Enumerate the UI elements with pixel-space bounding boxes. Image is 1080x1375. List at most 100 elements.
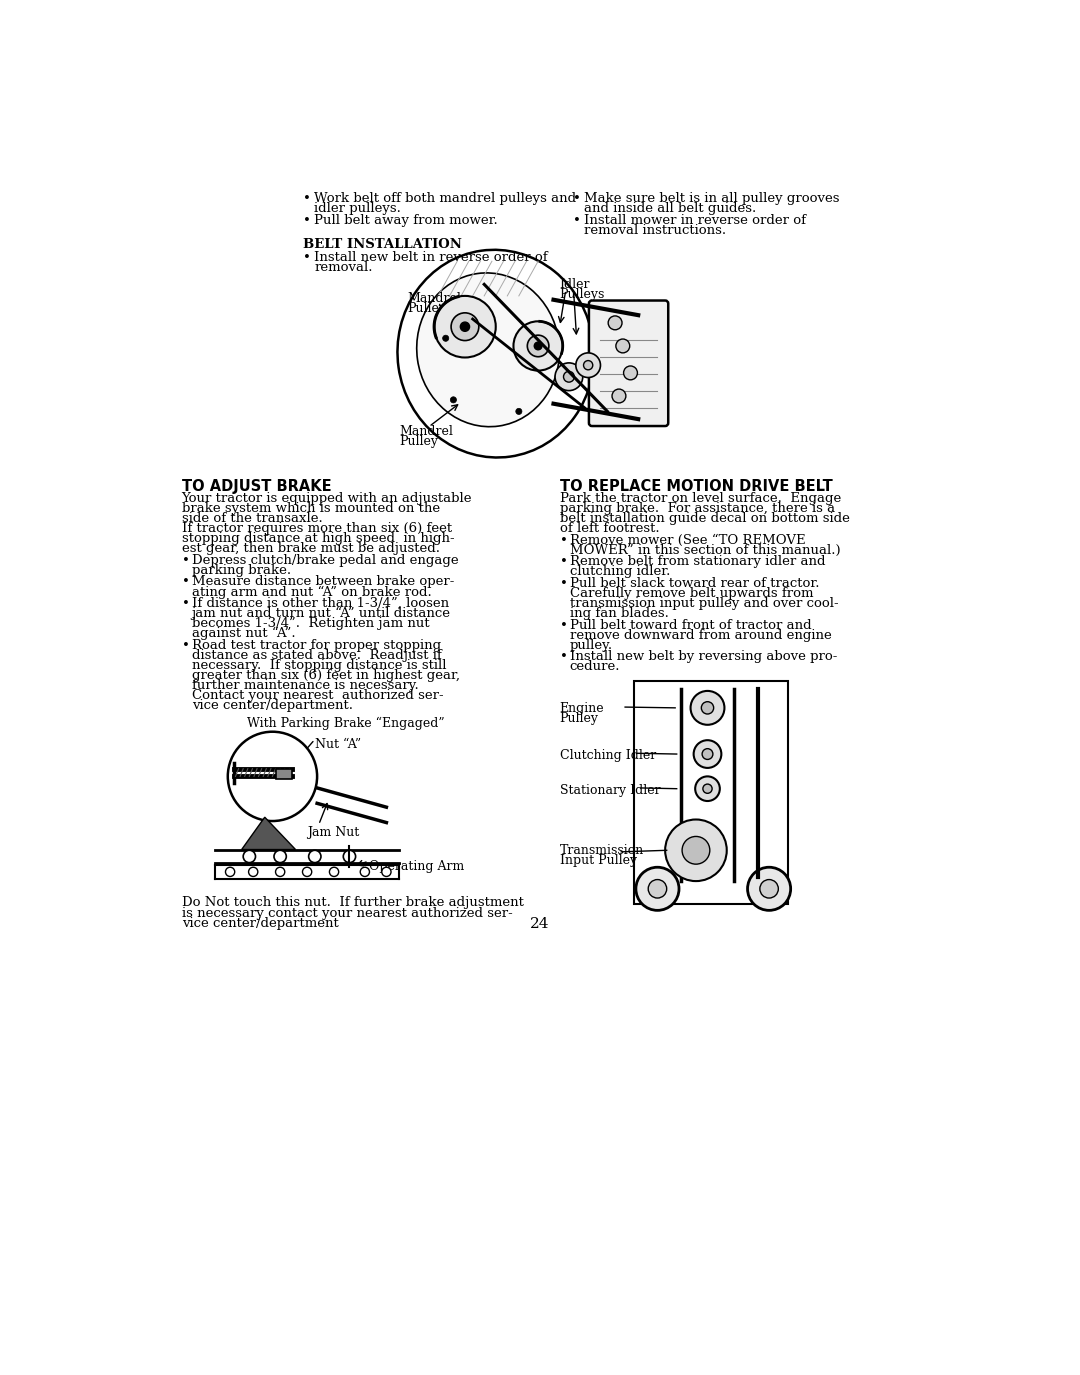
Text: With Parking Brake “Engaged”: With Parking Brake “Engaged” — [247, 716, 445, 730]
Circle shape — [228, 732, 318, 821]
Text: •: • — [303, 193, 311, 205]
Text: Road test tractor for proper stopping: Road test tractor for proper stopping — [191, 638, 441, 652]
Text: side of the transaxle.: side of the transaxle. — [181, 513, 322, 525]
Text: cedure.: cedure. — [569, 660, 620, 674]
Text: Remove belt from stationary idler and: Remove belt from stationary idler and — [569, 556, 825, 568]
Text: Carefully remove belt upwards from: Carefully remove belt upwards from — [569, 587, 813, 600]
Text: •: • — [572, 214, 581, 227]
Text: If tractor requires more than six (6) feet: If tractor requires more than six (6) fe… — [181, 522, 451, 535]
Text: vice center/department: vice center/department — [181, 917, 338, 931]
Text: idler pulleys.: idler pulleys. — [314, 202, 401, 214]
Text: Pulleys: Pulleys — [559, 289, 605, 301]
Text: Idler: Idler — [559, 278, 590, 292]
Circle shape — [248, 868, 258, 876]
Text: •: • — [559, 534, 567, 547]
Text: Nut “A”: Nut “A” — [314, 738, 361, 751]
Circle shape — [443, 336, 449, 341]
Text: Install new belt in reverse order of: Install new belt in reverse order of — [314, 252, 548, 264]
Text: •: • — [181, 575, 189, 588]
Circle shape — [648, 880, 666, 898]
Text: ating arm and nut “A” on brake rod.: ating arm and nut “A” on brake rod. — [191, 586, 431, 598]
Text: •: • — [572, 193, 581, 205]
Circle shape — [309, 850, 321, 862]
Text: Remove mower (See “TO REMOVE: Remove mower (See “TO REMOVE — [569, 534, 806, 547]
Text: against nut “A”.: against nut “A”. — [191, 627, 295, 641]
Text: transmission input pulley and over cool-: transmission input pulley and over cool- — [569, 597, 838, 610]
Text: •: • — [559, 650, 567, 663]
Text: •: • — [303, 252, 311, 264]
Circle shape — [703, 784, 712, 793]
Text: becomes 1-3/4”.  Retighten jam nut: becomes 1-3/4”. Retighten jam nut — [191, 617, 429, 630]
Text: Transmission: Transmission — [559, 844, 644, 857]
Text: Clutching Idler: Clutching Idler — [559, 749, 656, 762]
Text: ing fan blades.: ing fan blades. — [569, 606, 669, 620]
Text: Work belt off both mandrel pulleys and: Work belt off both mandrel pulleys and — [314, 193, 576, 205]
Circle shape — [226, 868, 234, 876]
Circle shape — [683, 836, 710, 864]
Text: jam nut and turn nut “A” until distance: jam nut and turn nut “A” until distance — [191, 606, 450, 620]
Circle shape — [616, 340, 630, 353]
Text: Pulley: Pulley — [407, 302, 446, 315]
Text: Do Not touch this nut.  If further brake adjustment: Do Not touch this nut. If further brake … — [181, 895, 524, 909]
Text: clutching idler.: clutching idler. — [569, 565, 670, 579]
Text: •: • — [559, 556, 567, 568]
Text: 24: 24 — [530, 917, 550, 931]
Circle shape — [516, 408, 522, 414]
Circle shape — [564, 371, 575, 382]
Text: remove downward from around engine: remove downward from around engine — [569, 628, 832, 642]
Circle shape — [450, 397, 457, 403]
Circle shape — [665, 820, 727, 881]
Circle shape — [702, 748, 713, 759]
Text: Contact your nearest  authorized ser-: Contact your nearest authorized ser- — [191, 689, 443, 701]
Text: Install new belt by reversing above pro-: Install new belt by reversing above pro- — [569, 650, 837, 663]
Circle shape — [460, 322, 470, 331]
Text: Depress clutch/brake pedal and engage: Depress clutch/brake pedal and engage — [191, 554, 458, 566]
Text: of left footrest.: of left footrest. — [559, 522, 659, 535]
Circle shape — [274, 850, 286, 862]
Circle shape — [275, 868, 285, 876]
Text: Stationary Idler: Stationary Idler — [559, 784, 660, 797]
Text: Your tractor is equipped with an adjustable: Your tractor is equipped with an adjusta… — [181, 492, 472, 505]
Circle shape — [747, 868, 791, 910]
Text: TO REPLACE MOTION DRIVE BELT: TO REPLACE MOTION DRIVE BELT — [559, 478, 833, 494]
Text: Pull belt slack toward rear of tractor.: Pull belt slack toward rear of tractor. — [569, 578, 819, 590]
Text: •: • — [559, 619, 567, 631]
Text: distance as stated above.  Readjust if: distance as stated above. Readjust if — [191, 649, 442, 661]
Text: If distance is other than 1-3/4”, loosen: If distance is other than 1-3/4”, loosen — [191, 597, 448, 610]
Text: greater than six (6) feet in highest gear,: greater than six (6) feet in highest gea… — [191, 668, 460, 682]
Text: parking brake.  For assistance, there is a: parking brake. For assistance, there is … — [559, 502, 835, 516]
Circle shape — [361, 868, 369, 876]
Circle shape — [434, 296, 496, 358]
Text: stopping distance at high speed  in high-: stopping distance at high speed in high- — [181, 532, 455, 546]
Circle shape — [701, 701, 714, 714]
Text: Input Pulley: Input Pulley — [559, 854, 637, 868]
Circle shape — [302, 868, 312, 876]
Text: parking brake.: parking brake. — [191, 564, 291, 578]
Circle shape — [696, 777, 720, 802]
Text: Make sure belt is in all pulley grooves: Make sure belt is in all pulley grooves — [583, 193, 839, 205]
Text: Pulley: Pulley — [400, 436, 438, 448]
Text: MOWER” in this section of this manual.): MOWER” in this section of this manual.) — [569, 544, 840, 557]
FancyBboxPatch shape — [589, 301, 669, 426]
Text: Measure distance between brake oper-: Measure distance between brake oper- — [191, 575, 454, 588]
Text: BELT INSTALLATION: BELT INSTALLATION — [303, 238, 462, 252]
Circle shape — [343, 850, 355, 862]
Circle shape — [636, 868, 679, 910]
Circle shape — [382, 868, 391, 876]
Circle shape — [535, 342, 542, 349]
Text: Mandrel: Mandrel — [407, 292, 461, 305]
Polygon shape — [242, 817, 296, 850]
Text: further maintenance is necessary.: further maintenance is necessary. — [191, 679, 418, 692]
Circle shape — [623, 366, 637, 380]
Circle shape — [527, 336, 549, 356]
Circle shape — [576, 353, 600, 378]
Text: is necessary contact your nearest authorized ser-: is necessary contact your nearest author… — [181, 906, 512, 920]
Circle shape — [555, 363, 583, 390]
Text: •: • — [303, 214, 311, 227]
Text: vice center/department.: vice center/department. — [191, 698, 352, 712]
Bar — [276, 769, 292, 778]
Text: pulley.: pulley. — [569, 638, 612, 652]
Circle shape — [583, 360, 593, 370]
Text: •: • — [181, 554, 189, 566]
Text: brake system which is mounted on the: brake system which is mounted on the — [181, 502, 440, 516]
